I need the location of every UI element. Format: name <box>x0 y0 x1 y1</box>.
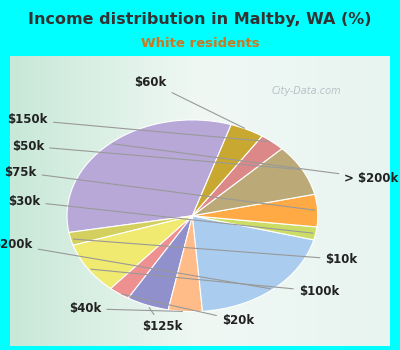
Text: $200k: $200k <box>0 238 270 289</box>
Text: White residents: White residents <box>141 37 259 50</box>
Text: $50k: $50k <box>12 140 300 169</box>
Wedge shape <box>192 149 314 216</box>
Text: $75k: $75k <box>4 166 315 210</box>
Wedge shape <box>128 216 192 310</box>
Wedge shape <box>192 194 318 227</box>
Wedge shape <box>111 216 192 298</box>
Wedge shape <box>192 136 282 216</box>
Text: Income distribution in Maltby, WA (%): Income distribution in Maltby, WA (%) <box>28 12 372 27</box>
Text: $100k: $100k <box>91 269 339 298</box>
Text: $30k: $30k <box>8 195 313 233</box>
Text: $60k: $60k <box>134 76 245 128</box>
Text: > $200k: > $200k <box>113 144 399 184</box>
Text: City-Data.com: City-Data.com <box>272 86 341 96</box>
Wedge shape <box>192 216 317 240</box>
Text: $10k: $10k <box>74 239 358 266</box>
Text: $20k: $20k <box>122 294 254 327</box>
Wedge shape <box>69 216 192 245</box>
Wedge shape <box>192 125 262 216</box>
Wedge shape <box>168 216 202 312</box>
Wedge shape <box>73 216 192 288</box>
Wedge shape <box>192 216 314 312</box>
Wedge shape <box>67 120 231 232</box>
Text: $125k: $125k <box>142 308 182 332</box>
Text: $40k: $40k <box>69 302 182 315</box>
Text: $150k: $150k <box>8 113 270 142</box>
